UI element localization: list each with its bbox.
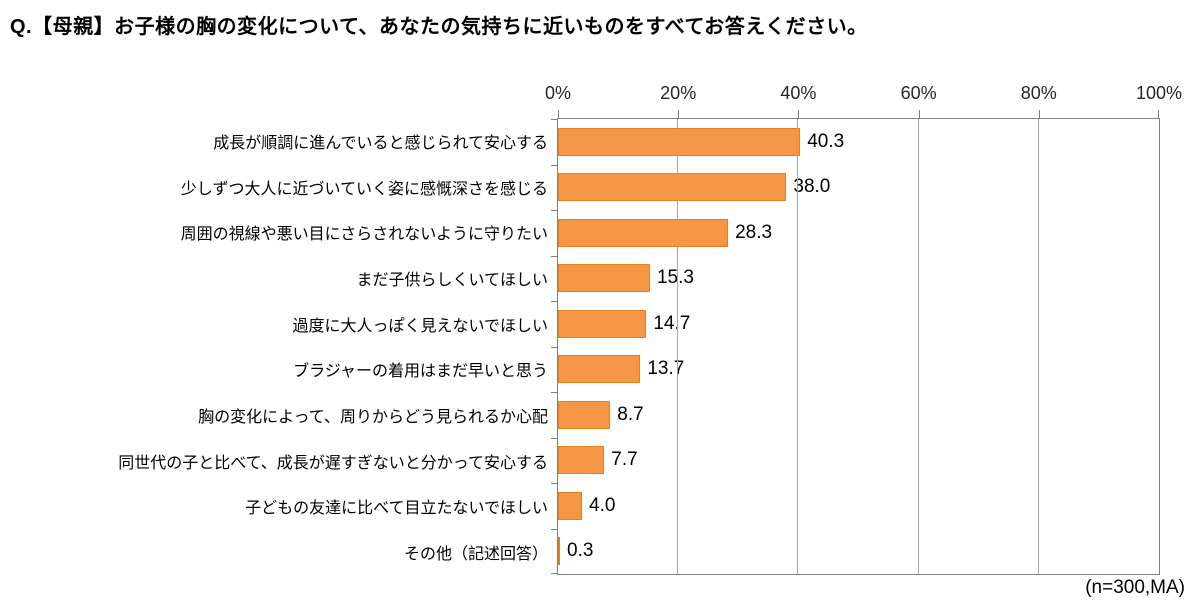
x-axis-tick — [918, 110, 920, 119]
bar-row: 14.7 — [558, 301, 1159, 347]
sample-note: (n=300,MA) — [1085, 577, 1185, 598]
y-axis-tick — [551, 528, 558, 530]
category-label: 過度に大人っぽく見えないでほしい — [292, 317, 548, 335]
page-title: Q.【母親】お子様の胸の変化について、あなたの気持ちに近いものをすべてお答えくだ… — [10, 16, 868, 38]
bar-value-label: 15.3 — [656, 267, 694, 289]
category-label: その他（記述回答） — [403, 546, 548, 564]
category-label: 周囲の視線や悪い目にさらされないように守りたい — [180, 226, 548, 244]
category-label: 胸の変化によって、周りからどう見られるか心配 — [198, 409, 548, 427]
bar — [558, 173, 787, 202]
bar-series: 40.3 38.0 28.3 15.3 14.7 13.7 8.7 7.7 4.0 0.3 — [558, 119, 1159, 574]
plot-area: 40.3 38.0 28.3 15.3 14.7 13.7 8.7 7.7 4.0 0.3 0% 2… — [545, 83, 1182, 575]
y-axis-tick — [551, 483, 558, 484]
category-label: 成長が順調に進んでいると感じられて安心する — [213, 134, 548, 152]
x-axis-tick-label: 100% — [1135, 83, 1183, 103]
y-axis-tick — [551, 301, 558, 302]
bar-value-label: 0.3 — [567, 540, 594, 562]
y-axis-tick — [551, 164, 558, 166]
bar-value-label: 13.7 — [647, 358, 685, 380]
y-axis-tick — [551, 437, 558, 439]
gridline — [797, 119, 799, 574]
x-axis-tick — [678, 110, 680, 119]
category-label: 少しずつ大人に近づいていく姿に感慨深さを感じる — [180, 180, 548, 198]
x-axis-tick — [798, 110, 800, 119]
y-axis-tick — [551, 210, 558, 211]
y-axis-tick — [551, 346, 558, 348]
bar-row: 15.3 — [558, 256, 1159, 302]
bar-value-label: 4.0 — [589, 494, 616, 516]
bar — [558, 309, 647, 338]
bar — [558, 355, 641, 384]
x-axis-tick-label: 80% — [1020, 83, 1057, 103]
y-axis-tick — [551, 573, 558, 574]
bar — [558, 446, 605, 475]
bar-value-label: 8.7 — [617, 403, 644, 425]
y-axis-tick — [551, 255, 558, 257]
x-axis-tick — [1158, 110, 1159, 119]
bar — [558, 127, 801, 156]
category-label: 子どもの友達に比べて目立たないでほしい — [245, 500, 548, 518]
x-axis-tick-label: 20% — [660, 83, 697, 103]
bar-value-label: 40.3 — [807, 130, 845, 152]
bar — [558, 400, 611, 429]
bar-row: 0.3 — [558, 529, 1159, 575]
category-label: まだ子供らしくいてほしい — [356, 271, 548, 289]
bar-row: 38.0 — [558, 165, 1159, 211]
gridline — [677, 119, 679, 574]
x-axis-tick-label: 60% — [900, 83, 937, 103]
gridline — [917, 119, 919, 574]
bar — [558, 491, 583, 520]
y-axis-tick — [551, 119, 558, 120]
x-axis-tick-label: 0% — [544, 83, 572, 103]
bar-row: 40.3 — [558, 119, 1159, 165]
bar-row: 28.3 — [558, 210, 1159, 256]
bar — [558, 218, 729, 247]
bar-row: 8.7 — [558, 392, 1159, 438]
y-axis-tick — [551, 392, 558, 393]
bar-value-label: 28.3 — [735, 221, 773, 243]
category-axis: 成長が順調に進んでいると感じられて安心する少しずつ大人に近づいていく姿に感慨深さ… — [0, 118, 548, 575]
bar-value-label: 38.0 — [793, 176, 831, 198]
x-axis-tick — [558, 110, 559, 119]
bar-row: 13.7 — [558, 347, 1159, 393]
x-axis-tick — [1038, 110, 1040, 119]
bar-row: 7.7 — [558, 438, 1159, 484]
bar-value-label: 14.7 — [653, 312, 691, 334]
category-label: 同世代の子と比べて、成長が遅すぎないと分かって安心する — [118, 454, 548, 472]
bar — [558, 264, 650, 293]
x-axis-tick-label: 40% — [780, 83, 817, 103]
bar — [558, 537, 560, 566]
bar-value-label: 7.7 — [611, 449, 638, 471]
bar-row: 4.0 — [558, 483, 1159, 529]
gridline — [1037, 119, 1039, 574]
category-label: ブラジャーの着用はまだ早いと思う — [293, 363, 548, 381]
